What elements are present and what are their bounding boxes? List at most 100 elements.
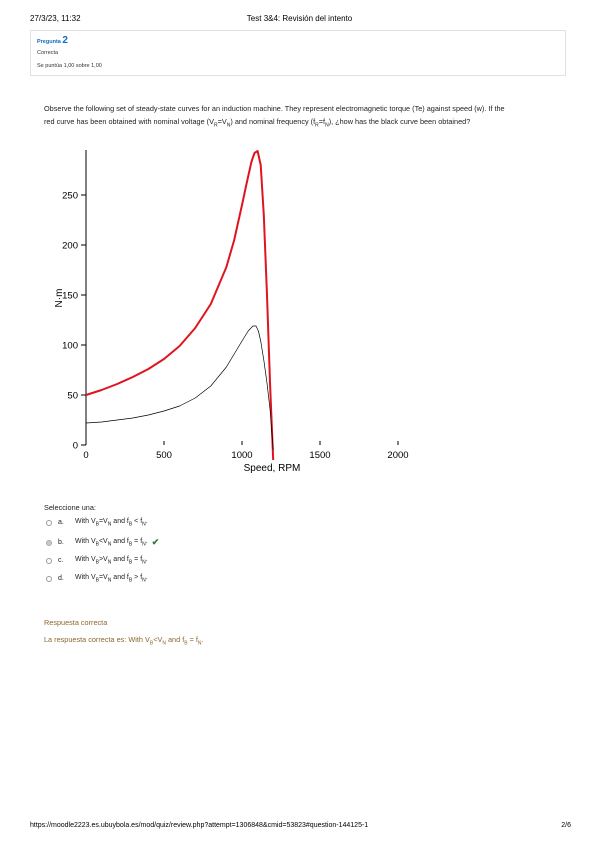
option-text: With V xyxy=(75,537,96,545)
answer-option[interactable]: d. With VB=VN and fB > fN. xyxy=(46,574,148,583)
option-letter: d. xyxy=(58,575,64,583)
answer-option[interactable]: a. With VB=VN and fB < fN. xyxy=(46,518,148,527)
option-text: and f xyxy=(111,556,129,563)
option-text: With V xyxy=(75,518,96,525)
torque-speed-chart: 0 50 100 150 200 250 0 500 1000 1500 2000 Speed, … xyxy=(54,150,409,474)
black-torque-curve xyxy=(85,325,274,451)
x-ticks: 0 500 1000 1500 2000 xyxy=(83,441,409,461)
print-datetime: 27/3/23, 11:32 xyxy=(30,14,81,23)
option-label: With VB<VN and fB = fN. xyxy=(75,538,148,547)
question-text-part: red curve has been obtained with nominal… xyxy=(44,117,214,126)
x-axis-label: Speed, RPM xyxy=(244,463,301,474)
answer-prompt: Seleccione una: xyxy=(44,503,96,512)
option-subscript: B xyxy=(128,559,133,566)
option-text: With V xyxy=(75,556,96,563)
option-text: >V xyxy=(98,556,108,563)
feedback-text: and f xyxy=(165,635,185,644)
feedback-text: . xyxy=(201,635,204,644)
option-text: . xyxy=(145,537,148,545)
option-subscript: B xyxy=(95,521,99,528)
question-number-value: 2 xyxy=(62,35,68,46)
option-subscript: N xyxy=(107,541,112,548)
option-text: and f xyxy=(111,518,129,525)
question-number: Pregunta 2 xyxy=(37,35,565,46)
chart-series xyxy=(85,150,275,461)
feedback-correct-answer: La respuesta correcta es: With VB<VN and… xyxy=(44,635,204,646)
option-subscript: B xyxy=(128,541,133,548)
option-subscript: N xyxy=(107,521,112,528)
question-text-sub: N xyxy=(325,122,329,129)
option-text: =V xyxy=(98,518,108,525)
answer-option[interactable]: b. With VB<VN and fB = fN. ✔ xyxy=(46,537,159,548)
option-subscript: N xyxy=(142,577,146,584)
y-tick-label: 50 xyxy=(67,391,78,402)
question-text-part: =f xyxy=(318,117,326,126)
option-text: and f xyxy=(111,574,129,581)
radio-button[interactable] xyxy=(46,575,52,582)
option-subscript: N xyxy=(142,521,146,528)
feedback-text: <V xyxy=(153,635,163,644)
question-text: Observe the following set of steady-stat… xyxy=(44,102,564,132)
option-label: With VB=VN and fB < fN. xyxy=(75,518,148,527)
question-text-sub: R xyxy=(315,122,319,129)
x-tick-label: 2000 xyxy=(387,450,408,461)
y-tick-label: 100 xyxy=(62,341,78,352)
option-label: With VB=VN and fB > fN. xyxy=(75,574,148,583)
option-letter: b. xyxy=(58,539,64,546)
y-tick-label: 150 xyxy=(62,291,78,302)
y-tick-label: 200 xyxy=(62,241,78,252)
option-subscript: B xyxy=(95,577,99,584)
y-ticks: 0 50 100 150 200 250 xyxy=(62,191,86,452)
option-subscript: B xyxy=(128,577,133,584)
option-text: < f xyxy=(132,518,143,525)
feedback-text: = f xyxy=(187,635,198,644)
print-url: https://moodle2223.es.ubuybola.es/mod/qu… xyxy=(30,822,369,829)
option-text: . xyxy=(145,518,148,525)
question-text-part: ) and nominal frequency (f xyxy=(230,117,316,126)
option-subscript: B xyxy=(95,541,99,548)
question-state: Correcta xyxy=(37,50,59,56)
feedback-sub: N xyxy=(197,640,202,647)
option-subscript: N xyxy=(107,577,112,584)
option-text: . xyxy=(145,556,148,563)
y-tick-label: 0 xyxy=(73,441,78,452)
option-text: = f xyxy=(132,556,143,563)
radio-button[interactable] xyxy=(46,519,52,526)
option-subscript: B xyxy=(128,521,133,528)
answer-option[interactable]: c. With VB>VN and fB = fN. xyxy=(46,556,148,565)
option-text: With V xyxy=(75,574,96,581)
red-torque-curve xyxy=(85,150,275,461)
option-subscript: N xyxy=(107,559,112,566)
question-label: Pregunta xyxy=(37,39,61,45)
question-text-part: =V xyxy=(217,117,227,126)
question-text-line1: Observe the following set of steady-stat… xyxy=(44,104,505,113)
feedback-sub: N xyxy=(162,640,166,647)
option-subscript: N xyxy=(142,541,146,548)
feedback-text: La respuesta correcta es: With V xyxy=(44,635,150,644)
option-text: and f xyxy=(111,537,129,545)
x-tick-label: 500 xyxy=(156,450,172,461)
option-text: =V xyxy=(98,574,108,581)
option-label: With VB>VN and fB = fN. xyxy=(75,556,148,565)
question-info-box: Pregunta 2 Correcta Se puntúa 1,00 sobre… xyxy=(30,30,566,76)
print-page-number: 2/6 xyxy=(561,822,571,829)
option-subscript: N xyxy=(142,559,146,566)
option-letter: a. xyxy=(58,519,64,527)
feedback-result: Respuesta correcta xyxy=(44,618,108,627)
x-tick-label: 0 xyxy=(83,450,88,461)
question-grade: Se puntúa 1,00 sobre 1,00 xyxy=(37,63,102,69)
y-axis-label: N·m xyxy=(54,289,65,308)
option-subscript: B xyxy=(95,559,99,566)
radio-button[interactable] xyxy=(46,557,52,564)
print-page-title: Test 3&4: Revisión del intento xyxy=(246,14,353,23)
option-text: > f xyxy=(132,574,143,581)
option-text: . xyxy=(145,574,148,581)
feedback-sub: B xyxy=(149,640,154,647)
x-tick-label: 1000 xyxy=(231,450,252,461)
option-text: <V xyxy=(98,537,108,545)
option-text: = f xyxy=(132,537,143,545)
question-text-part: ), ¿how has the black curve been obtaine… xyxy=(328,117,471,126)
check-icon: ✔ xyxy=(151,537,160,547)
radio-button[interactable] xyxy=(46,539,52,546)
question-text-sub: R xyxy=(213,122,218,129)
